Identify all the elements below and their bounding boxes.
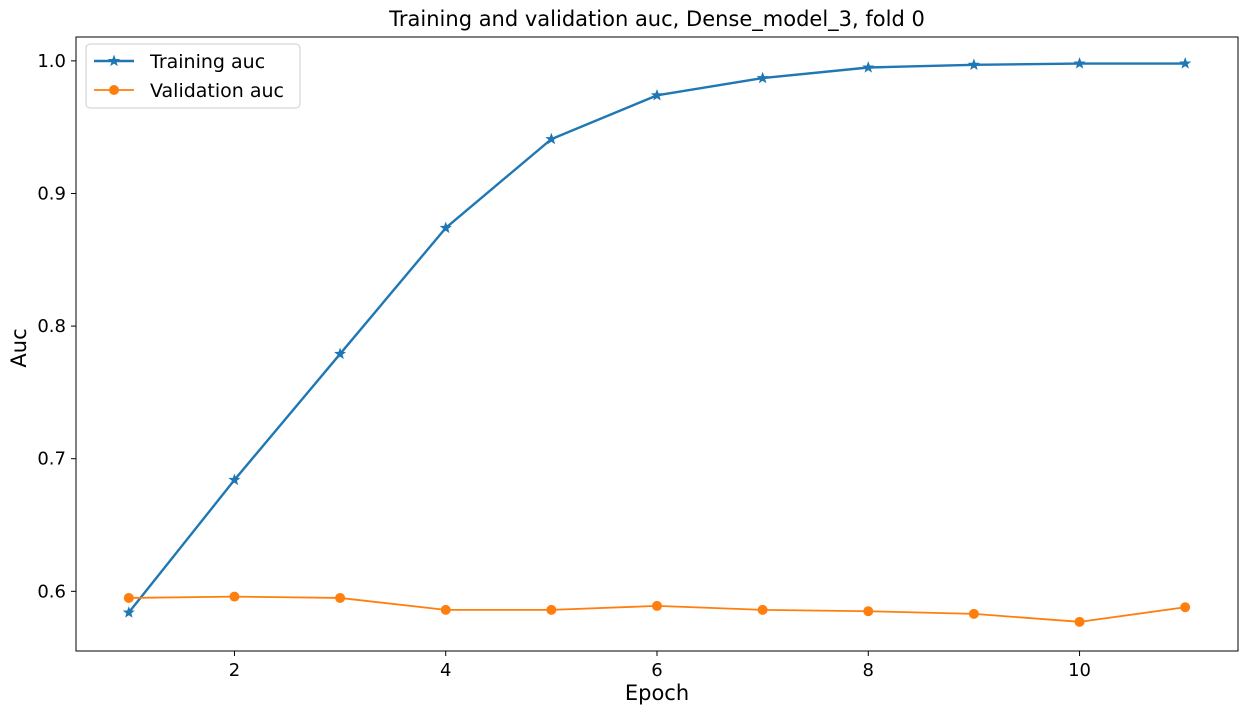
legend-box bbox=[85, 43, 301, 109]
x-tick-label: 8 bbox=[863, 660, 874, 681]
data-point bbox=[439, 221, 452, 234]
data-point bbox=[652, 600, 662, 611]
data-point bbox=[123, 592, 134, 603]
series-layer bbox=[122, 57, 1192, 627]
x-axis: 2 4 6 8 10 bbox=[229, 651, 1091, 681]
legend-item: Validation auc bbox=[94, 80, 284, 102]
y-tick-label: 0.6 bbox=[37, 581, 66, 602]
y-axis: 0.6 0.7 0.8 0.9 1.0 bbox=[37, 51, 76, 602]
y-tick-label: 0.9 bbox=[37, 183, 66, 204]
data-point bbox=[968, 608, 979, 619]
data-point bbox=[440, 604, 451, 615]
legend: Training auc Validation auc bbox=[85, 43, 301, 109]
x-axis-label: Epoch bbox=[625, 681, 689, 705]
x-tick-label: 2 bbox=[229, 660, 240, 681]
data-point bbox=[1074, 616, 1085, 627]
series-training-auc bbox=[122, 57, 1192, 618]
data-point bbox=[967, 58, 980, 70]
data-point bbox=[1073, 57, 1086, 69]
data-point bbox=[650, 89, 664, 101]
y-axis-label: Auc bbox=[7, 328, 31, 367]
chart-title: Training and validation auc, Dense_model… bbox=[388, 7, 925, 32]
data-point bbox=[546, 604, 557, 615]
legend-label: Validation auc bbox=[150, 80, 284, 102]
data-point bbox=[122, 606, 135, 618]
x-tick-label: 10 bbox=[1068, 660, 1091, 681]
data-point bbox=[756, 71, 769, 84]
x-tick-label: 6 bbox=[651, 660, 662, 681]
series-line bbox=[127, 62, 1186, 614]
legend-label: Training auc bbox=[149, 51, 265, 73]
legend-item: Training auc bbox=[94, 51, 265, 73]
data-point bbox=[863, 606, 874, 617]
data-point bbox=[228, 473, 241, 486]
data-point bbox=[334, 347, 347, 360]
legend-marker bbox=[109, 85, 119, 95]
data-point bbox=[229, 591, 240, 602]
x-tick-label: 4 bbox=[440, 660, 451, 681]
data-point bbox=[1180, 602, 1191, 613]
y-tick-label: 0.7 bbox=[37, 449, 66, 470]
legend-marker bbox=[107, 54, 121, 67]
data-point bbox=[545, 132, 558, 145]
series-validation-auc bbox=[123, 591, 1191, 627]
y-tick-label: 1.0 bbox=[37, 51, 66, 72]
plot-area bbox=[75, 36, 1239, 652]
data-point bbox=[757, 604, 768, 615]
y-tick-label: 0.8 bbox=[37, 316, 66, 337]
data-point bbox=[1179, 57, 1192, 69]
plot-frame bbox=[75, 36, 1239, 652]
data-point bbox=[862, 61, 875, 73]
data-point bbox=[335, 592, 346, 603]
